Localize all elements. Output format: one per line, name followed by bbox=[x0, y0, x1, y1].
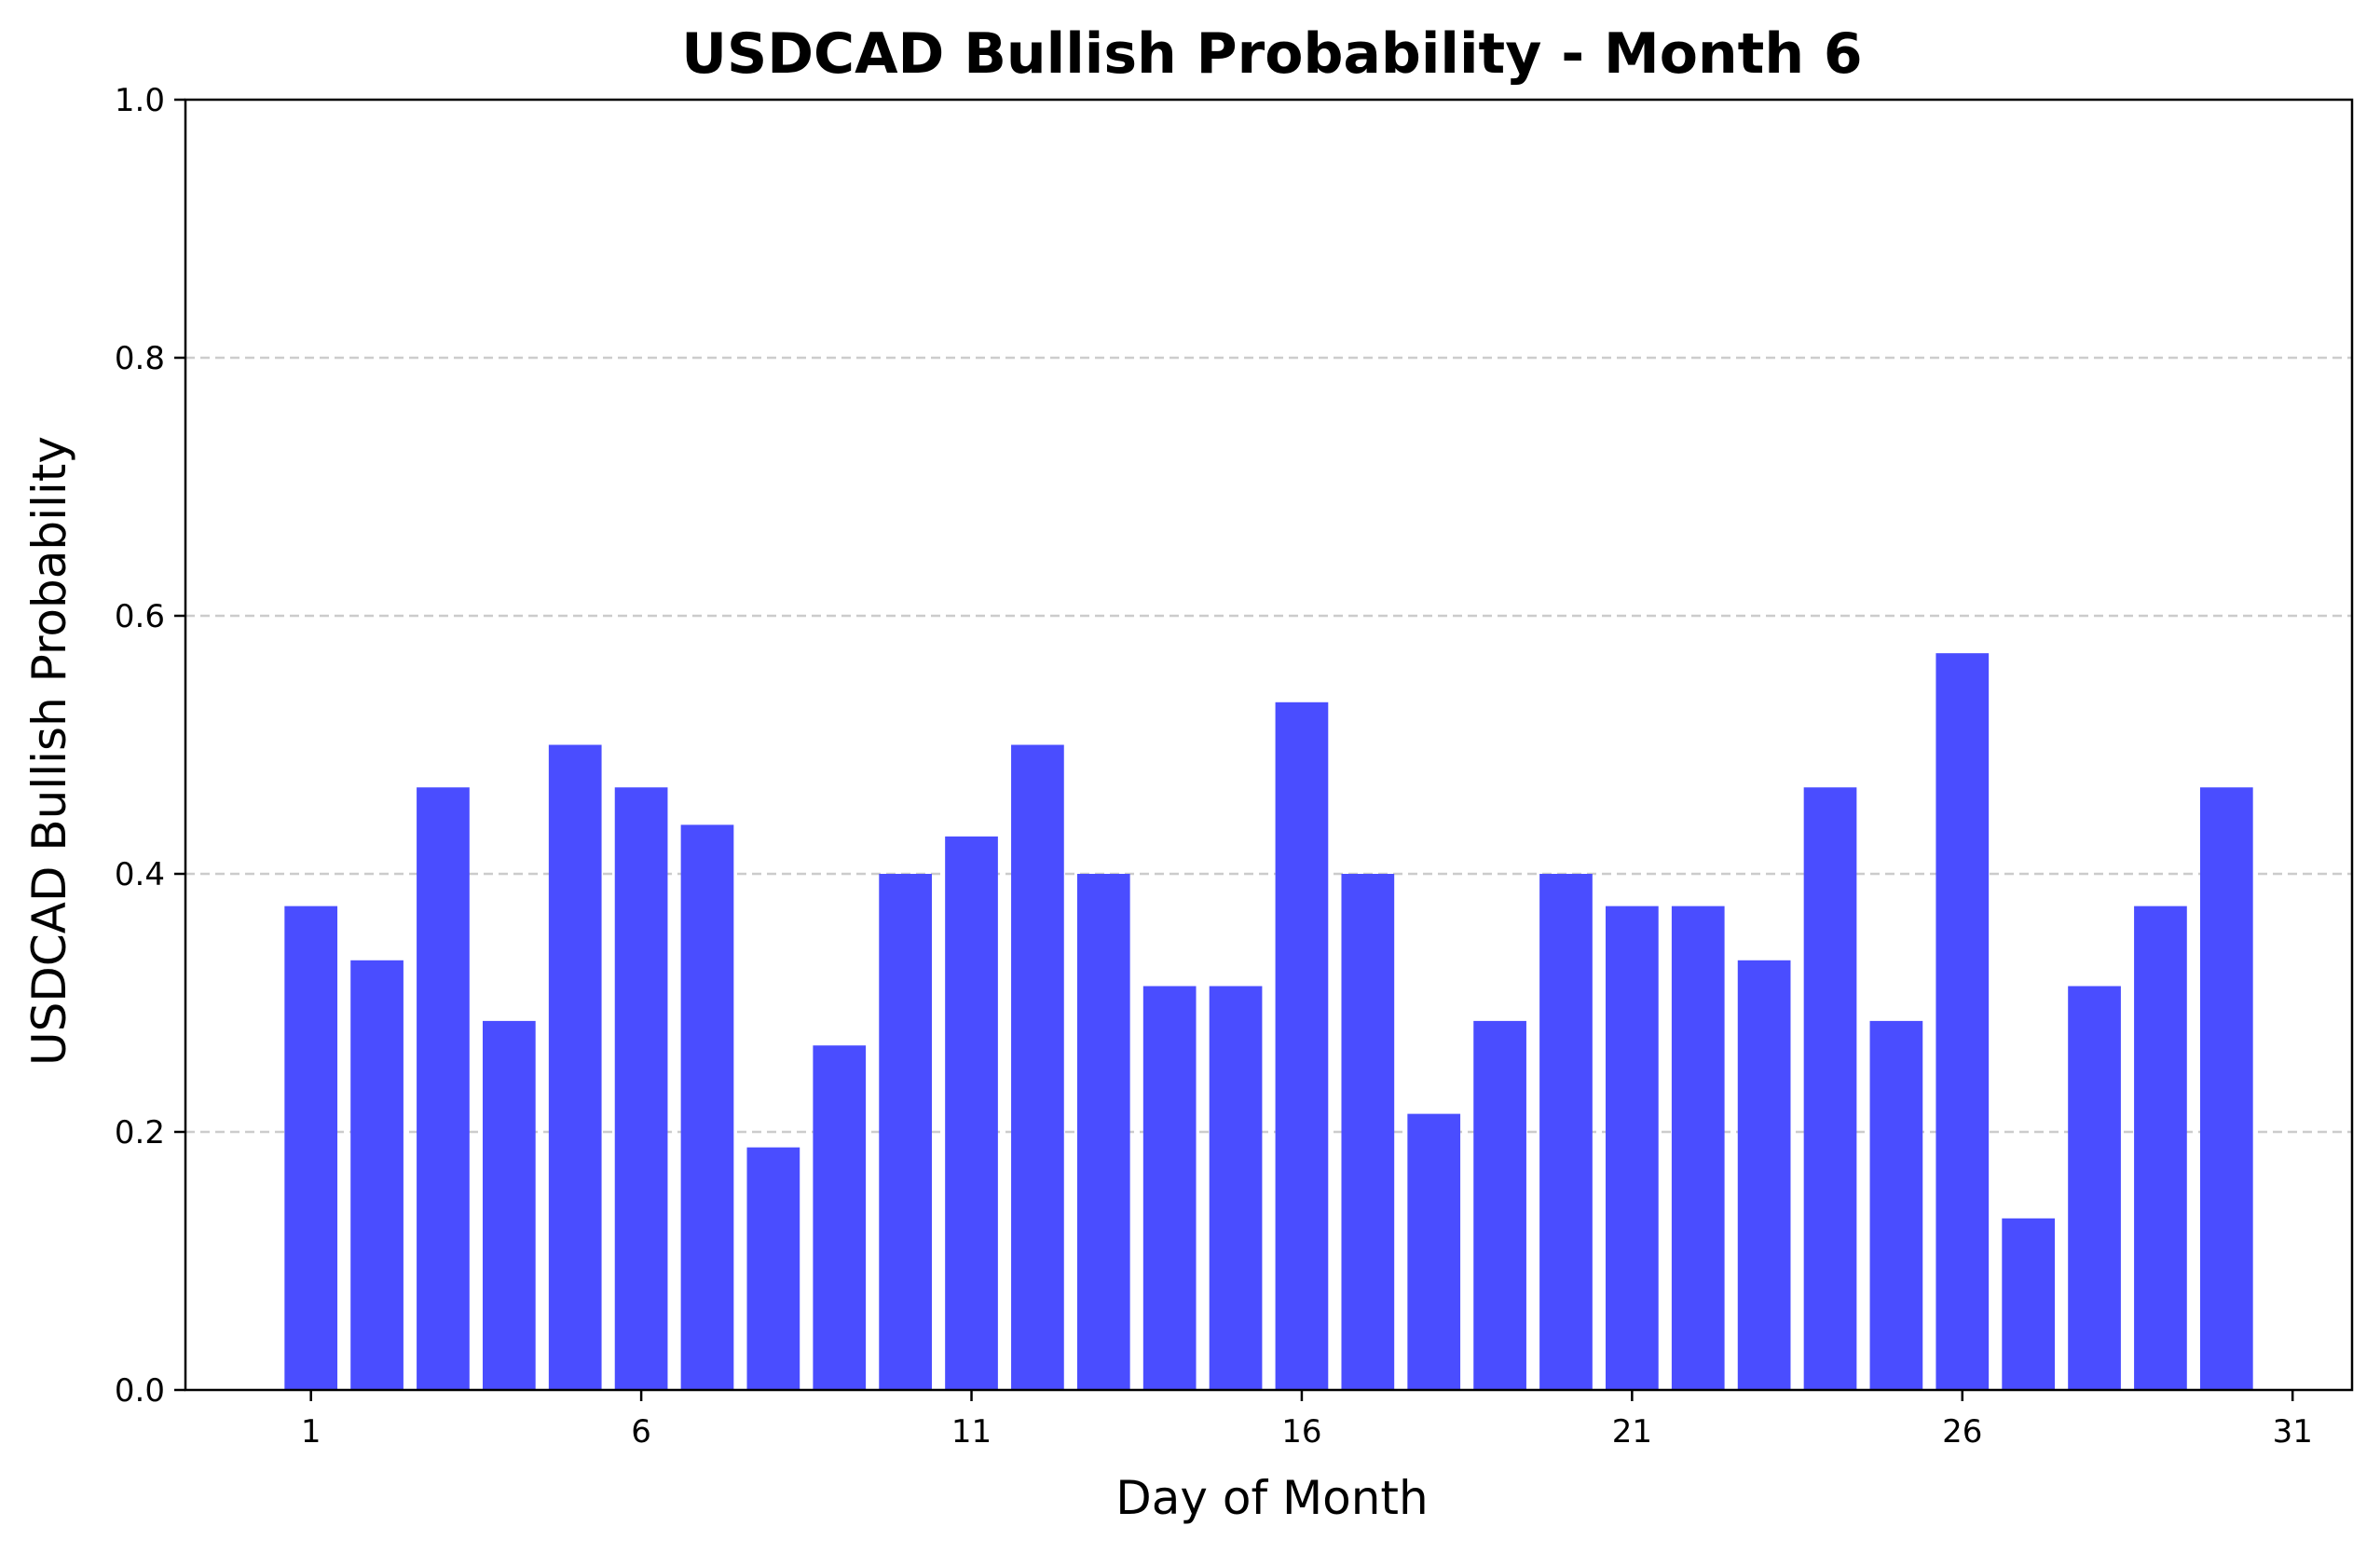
bar bbox=[1407, 1113, 1461, 1390]
y-tick-label: 0.2 bbox=[115, 1114, 165, 1151]
y-tick-label: 0.4 bbox=[115, 856, 165, 893]
bar bbox=[2134, 906, 2187, 1390]
bar bbox=[1539, 874, 1593, 1390]
x-tick-label: 26 bbox=[1942, 1413, 1982, 1451]
bar bbox=[1803, 787, 1857, 1390]
bar bbox=[1275, 702, 1329, 1390]
y-axis-ticks: 0.0 0.2 0.4 0.6 0.8 1.0 bbox=[115, 82, 185, 1410]
y-tick-label: 0.8 bbox=[115, 340, 165, 377]
x-tick-label: 6 bbox=[631, 1413, 651, 1451]
bar bbox=[1341, 874, 1395, 1390]
y-tick-label: 0.0 bbox=[115, 1372, 165, 1410]
x-tick-label: 16 bbox=[1281, 1413, 1321, 1451]
x-tick-label: 21 bbox=[1612, 1413, 1652, 1451]
bar bbox=[1737, 960, 1791, 1390]
bar bbox=[548, 744, 602, 1390]
bar bbox=[2068, 986, 2121, 1390]
plot-frame bbox=[184, 98, 2354, 1392]
bar bbox=[350, 960, 404, 1390]
y-axis-label: USDCAD Bullish Probability bbox=[22, 436, 76, 1066]
y-tick-label: 0.6 bbox=[115, 598, 165, 635]
bar bbox=[1606, 906, 1659, 1390]
bar bbox=[945, 836, 998, 1390]
bar bbox=[1076, 874, 1130, 1390]
bar bbox=[614, 787, 668, 1390]
x-axis-label: Day of Month bbox=[1115, 1471, 1428, 1525]
grid-lines bbox=[185, 356, 2352, 1134]
bar bbox=[2199, 787, 2253, 1390]
bar bbox=[1011, 744, 1064, 1390]
x-tick-label: 31 bbox=[2273, 1413, 2313, 1451]
bar bbox=[1935, 653, 1990, 1390]
bar bbox=[1142, 986, 1197, 1390]
bar bbox=[680, 824, 734, 1390]
bar bbox=[746, 1147, 800, 1390]
bar bbox=[2002, 1218, 2056, 1390]
bar bbox=[879, 874, 932, 1390]
chart-title: USDCAD Bullish Probability - Month 6 bbox=[681, 21, 1862, 87]
x-axis-ticks: 1 6 11 16 21 26 31 bbox=[301, 1390, 2313, 1451]
bars bbox=[284, 653, 2253, 1390]
bar bbox=[1473, 1020, 1526, 1390]
bar bbox=[813, 1045, 867, 1390]
bar bbox=[1671, 906, 1725, 1390]
bar bbox=[1209, 986, 1263, 1390]
bar bbox=[284, 906, 338, 1390]
x-tick-label: 11 bbox=[951, 1413, 992, 1451]
bar bbox=[1869, 1020, 1923, 1390]
bar bbox=[417, 787, 470, 1390]
bar bbox=[482, 1020, 536, 1390]
y-tick-label: 1.0 bbox=[115, 82, 165, 119]
x-tick-label: 1 bbox=[301, 1413, 321, 1451]
